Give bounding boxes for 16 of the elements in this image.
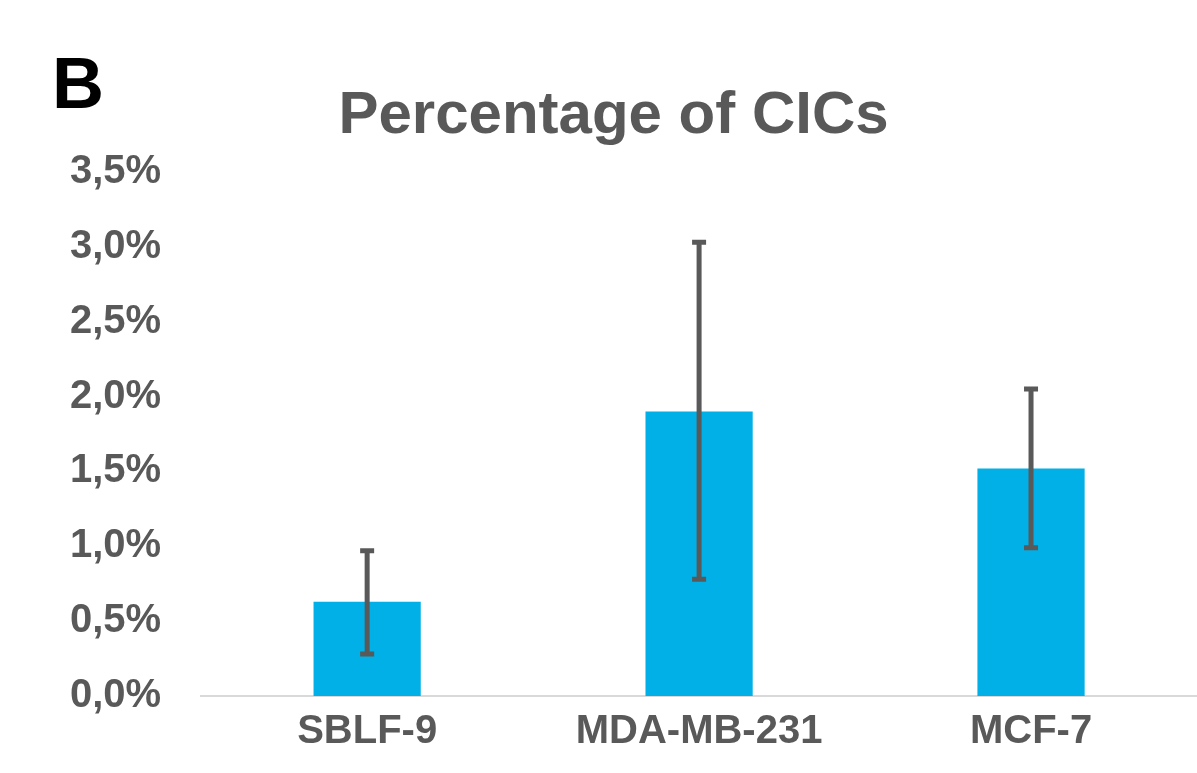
y-tick-label: 2,5%	[70, 296, 162, 341]
x-tick-label: SBLF-9	[297, 707, 438, 752]
y-tick-label: 0,5%	[70, 596, 162, 641]
y-tick-label: 3,0%	[70, 221, 162, 266]
bar	[977, 468, 1085, 696]
bar	[645, 411, 753, 696]
y-tick-label: 0,0%	[70, 671, 162, 716]
y-tick-label: 3,5%	[70, 147, 162, 192]
text: B	[52, 42, 104, 124]
y-tick-label: 2,0%	[70, 371, 162, 416]
bar	[313, 601, 421, 696]
x-tick-label: MCF-7	[969, 707, 1093, 752]
y-tick-label: 1,5%	[70, 446, 162, 491]
y-tick-label: 1,0%	[70, 521, 162, 566]
x-tick-label: MDA-MB-231	[575, 707, 823, 752]
chart-title: Percentage of CICs	[338, 78, 889, 146]
